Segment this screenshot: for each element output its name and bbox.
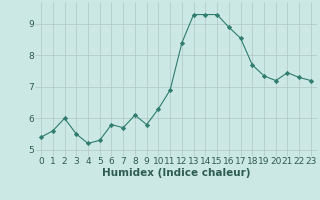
X-axis label: Humidex (Indice chaleur): Humidex (Indice chaleur): [102, 168, 250, 178]
